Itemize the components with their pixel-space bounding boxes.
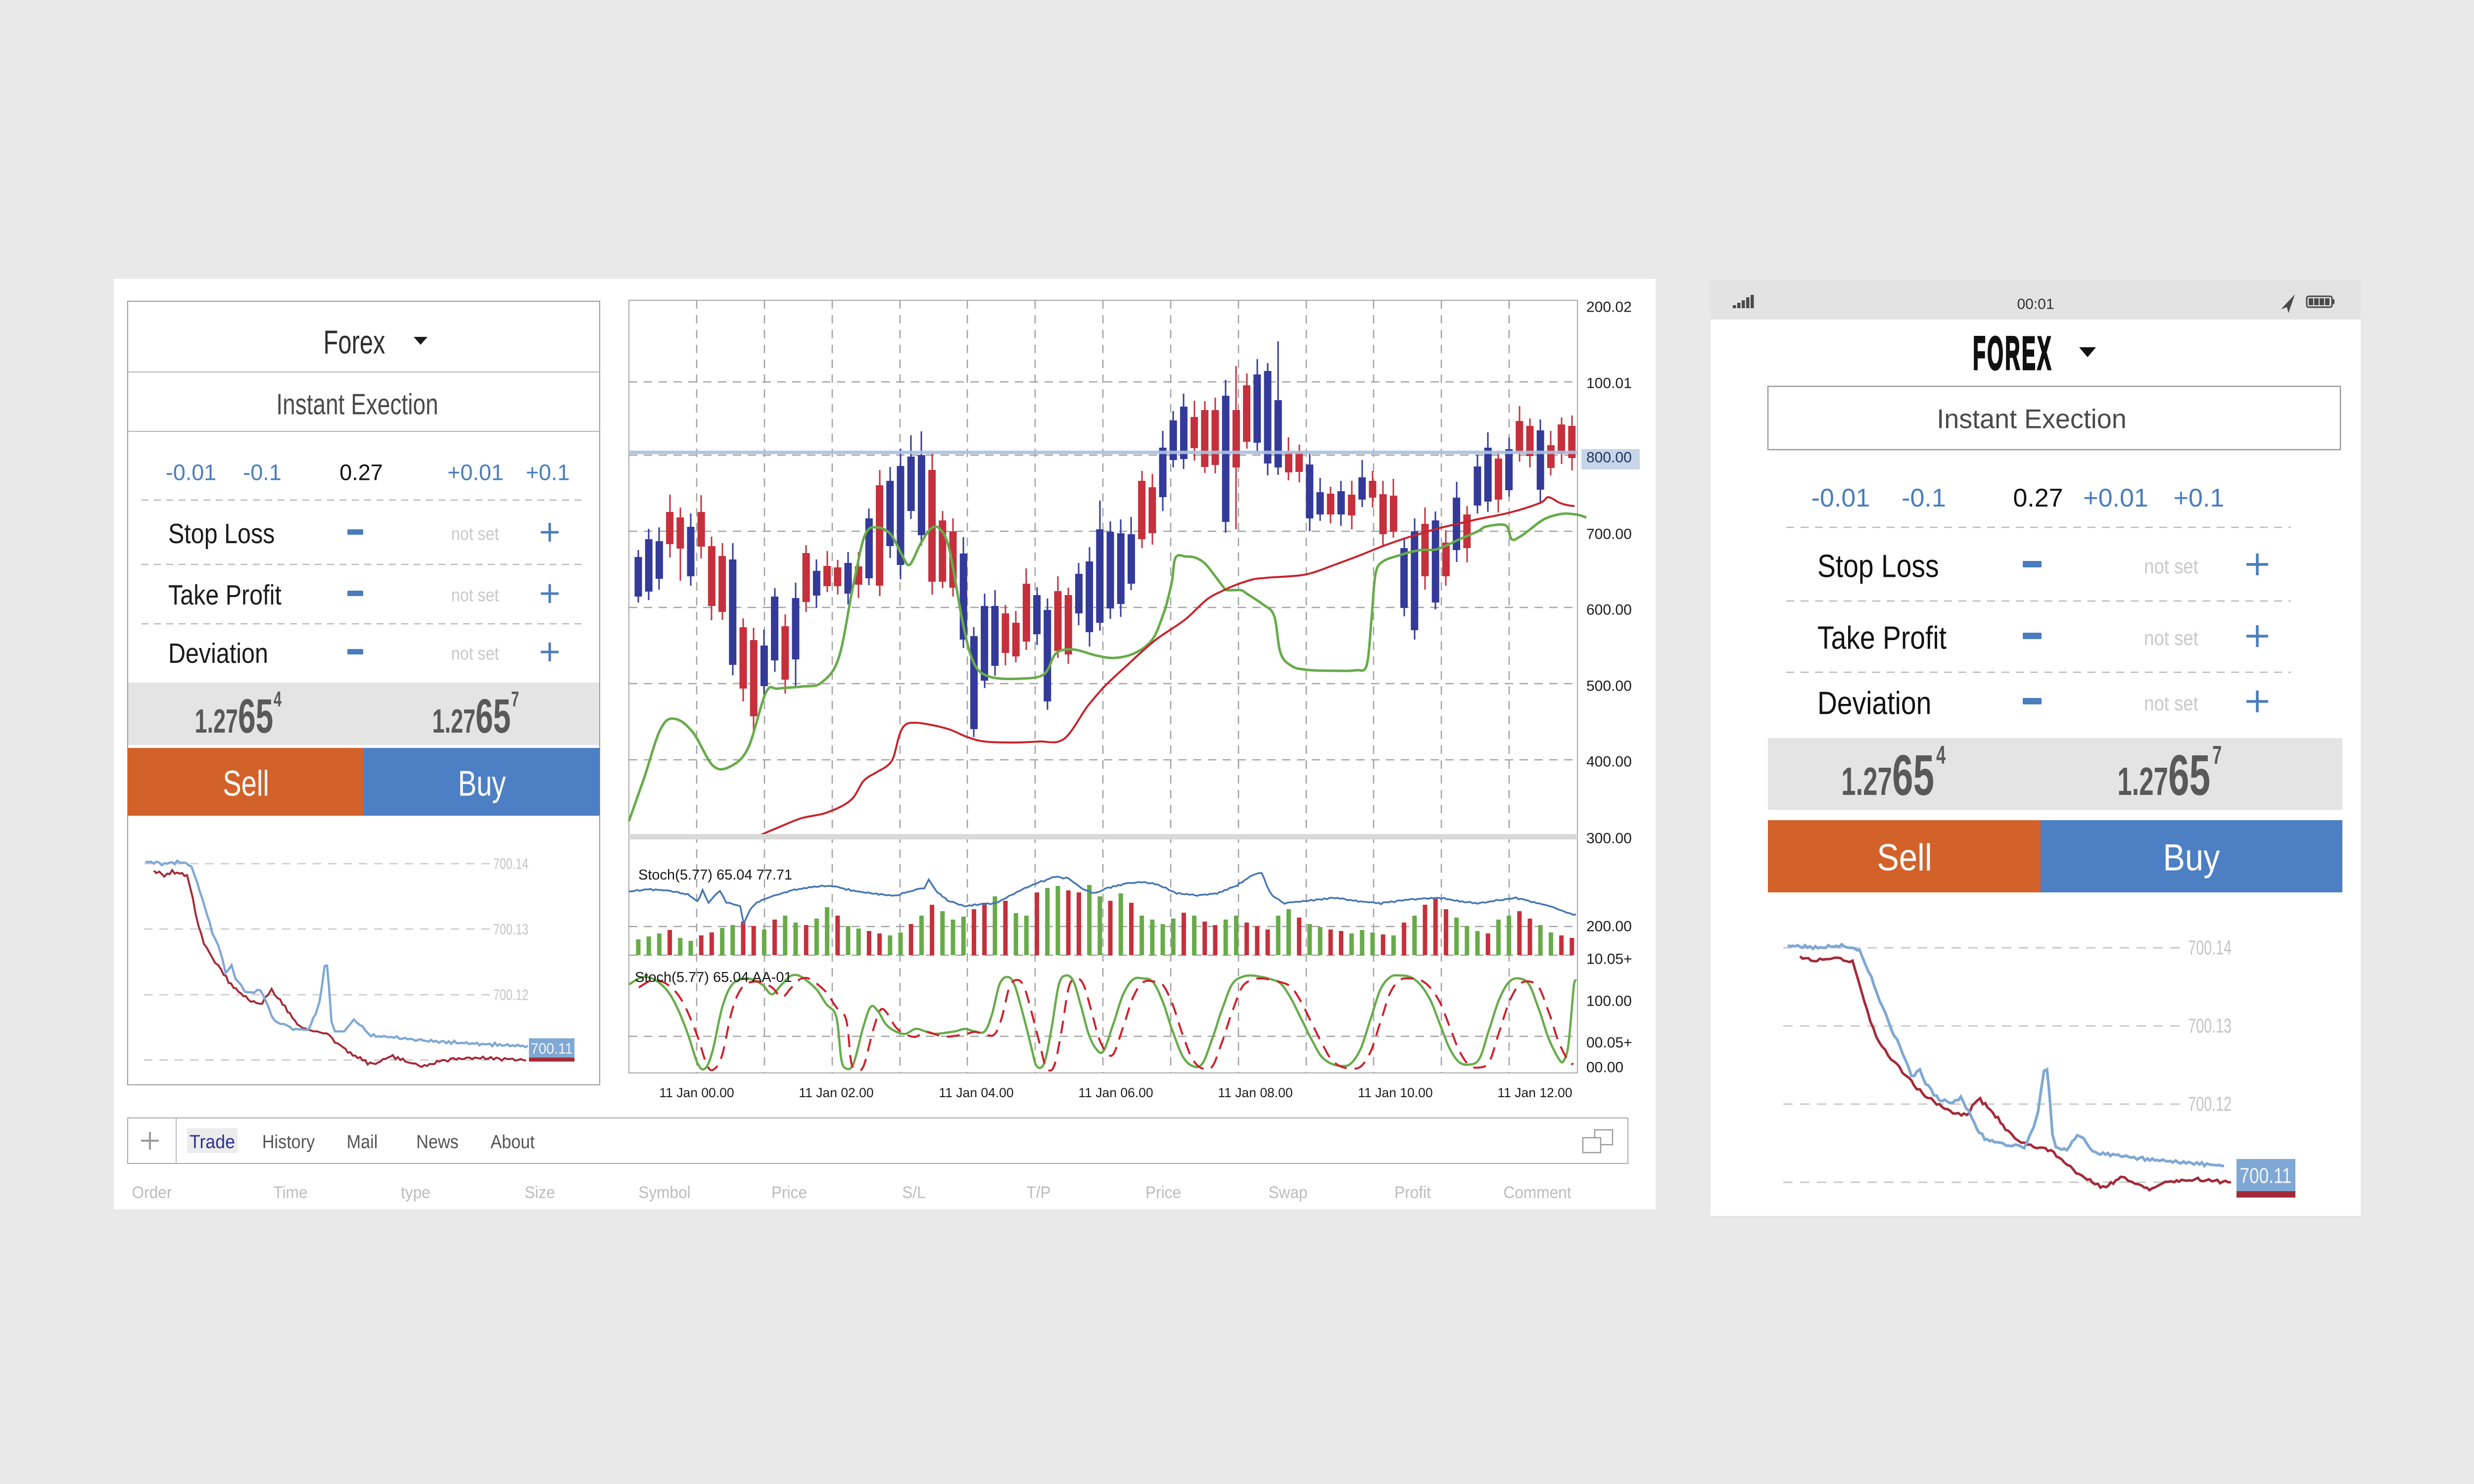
svg-text:11 Jan 04.00: 11 Jan 04.00 xyxy=(939,1085,1013,1100)
svg-text:100.00: 100.00 xyxy=(1586,993,1632,1010)
svg-text:Buy: Buy xyxy=(458,764,506,803)
svg-text:00:01: 00:01 xyxy=(2017,296,2054,313)
svg-text:Size: Size xyxy=(524,1183,555,1202)
svg-text:-0.01: -0.01 xyxy=(1811,484,1870,512)
svg-text:Swap: Swap xyxy=(1268,1183,1307,1202)
svg-text:800.00: 800.00 xyxy=(1586,450,1632,466)
svg-text:700.14: 700.14 xyxy=(2188,936,2232,959)
svg-text:not set: not set xyxy=(2144,692,2198,715)
svg-text:11 Jan 06.00: 11 Jan 06.00 xyxy=(1078,1085,1153,1100)
svg-text:Deviation: Deviation xyxy=(1817,685,1931,721)
svg-text:700.12: 700.12 xyxy=(2188,1093,2232,1115)
svg-text:0.27: 0.27 xyxy=(339,460,383,485)
svg-text:1.27: 1.27 xyxy=(2117,760,2168,804)
svg-text:T/P: T/P xyxy=(1026,1183,1050,1202)
svg-text:700.14: 700.14 xyxy=(493,855,528,872)
svg-text:Profit: Profit xyxy=(1394,1183,1431,1202)
svg-text:200.00: 200.00 xyxy=(1586,919,1632,935)
svg-text:type: type xyxy=(401,1183,430,1202)
svg-text:+0.01: +0.01 xyxy=(447,460,504,485)
svg-text:700.00: 700.00 xyxy=(1586,526,1632,543)
svg-text:700.11: 700.11 xyxy=(530,1040,572,1057)
svg-text:10.05+: 10.05+ xyxy=(1586,951,1632,968)
svg-text:500.00: 500.00 xyxy=(1586,678,1632,695)
svg-text:400.00: 400.00 xyxy=(1586,754,1632,770)
svg-text:7: 7 xyxy=(2212,741,2222,770)
svg-text:Forex: Forex xyxy=(324,324,385,361)
svg-text:Trade: Trade xyxy=(190,1131,235,1152)
svg-text:1.27: 1.27 xyxy=(432,703,476,741)
svg-text:65: 65 xyxy=(238,690,273,743)
svg-text:700.12: 700.12 xyxy=(493,986,528,1003)
svg-text:not set: not set xyxy=(451,524,499,545)
svg-text:1.27: 1.27 xyxy=(195,703,238,741)
svg-text:7: 7 xyxy=(511,687,519,711)
svg-text:Price: Price xyxy=(1145,1183,1181,1202)
svg-text:11 Jan 10.00: 11 Jan 10.00 xyxy=(1358,1085,1432,1100)
svg-text:0.27: 0.27 xyxy=(2013,484,2063,512)
svg-text:-0.1: -0.1 xyxy=(243,460,282,485)
svg-text:11 Jan 12.00: 11 Jan 12.00 xyxy=(1497,1085,1572,1100)
svg-text:11 Jan 00.00: 11 Jan 00.00 xyxy=(659,1085,734,1100)
svg-text:4: 4 xyxy=(274,687,282,711)
svg-text:Take Profit: Take Profit xyxy=(1817,619,1947,655)
svg-text:Buy: Buy xyxy=(2163,837,2220,879)
svg-text:Sell: Sell xyxy=(1877,837,1932,879)
svg-text:+0.1: +0.1 xyxy=(526,460,570,485)
svg-text:200.02: 200.02 xyxy=(1586,299,1632,316)
svg-text:Stop Loss: Stop Loss xyxy=(168,518,275,550)
svg-text:65: 65 xyxy=(1892,743,1934,807)
svg-text:About: About xyxy=(490,1131,534,1152)
svg-text:News: News xyxy=(416,1131,458,1152)
svg-text:FOREX: FOREX xyxy=(1973,327,2053,379)
svg-text:-0.1: -0.1 xyxy=(1902,484,1946,512)
svg-text:00.00: 00.00 xyxy=(1586,1060,1623,1076)
svg-text:11 Jan 02.00: 11 Jan 02.00 xyxy=(799,1085,873,1100)
svg-text:600.00: 600.00 xyxy=(1586,602,1632,618)
svg-text:not set: not set xyxy=(451,586,499,606)
svg-text:Time: Time xyxy=(273,1183,307,1202)
svg-text:not set: not set xyxy=(2144,555,2198,578)
svg-text:Comment: Comment xyxy=(1503,1183,1571,1202)
svg-text:S/L: S/L xyxy=(902,1183,925,1202)
svg-text:Stoch(5.77) 65.04 AA-01: Stoch(5.77) 65.04 AA-01 xyxy=(635,970,792,985)
svg-text:Order: Order xyxy=(132,1183,172,1202)
svg-text:Deviation: Deviation xyxy=(168,638,268,669)
svg-text:4: 4 xyxy=(1936,741,1946,770)
svg-text:not set: not set xyxy=(2144,627,2198,650)
svg-text:1.27: 1.27 xyxy=(1841,760,1892,804)
svg-text:Take Profit: Take Profit xyxy=(168,579,282,611)
svg-text:100.01: 100.01 xyxy=(1586,375,1632,392)
svg-text:Price: Price xyxy=(771,1183,807,1202)
svg-text:-0.01: -0.01 xyxy=(166,460,217,485)
svg-text:+0.1: +0.1 xyxy=(2174,484,2225,512)
svg-text:700.13: 700.13 xyxy=(2188,1015,2232,1037)
svg-text:History: History xyxy=(262,1131,315,1152)
svg-text:Stoch(5.77) 65.04 77.71: Stoch(5.77) 65.04 77.71 xyxy=(638,867,792,883)
svg-text:65: 65 xyxy=(476,690,511,743)
svg-text:11 Jan 08.00: 11 Jan 08.00 xyxy=(1218,1085,1292,1100)
svg-text:Instant Exection: Instant Exection xyxy=(276,388,438,421)
svg-text:65: 65 xyxy=(2168,743,2210,807)
svg-text:Stop Loss: Stop Loss xyxy=(1817,548,1939,584)
svg-text:not set: not set xyxy=(451,644,499,664)
svg-text:Sell: Sell xyxy=(223,764,269,803)
svg-text:Instant Exection: Instant Exection xyxy=(1937,404,2126,434)
svg-text:00.05+: 00.05+ xyxy=(1586,1035,1632,1051)
svg-text:Mail: Mail xyxy=(347,1131,378,1152)
svg-text:Symbol: Symbol xyxy=(638,1183,690,1202)
svg-text:700.11: 700.11 xyxy=(2239,1164,2291,1188)
svg-text:+0.01: +0.01 xyxy=(2083,484,2148,512)
svg-text:700.13: 700.13 xyxy=(493,921,528,938)
svg-text:300.00: 300.00 xyxy=(1586,831,1632,847)
